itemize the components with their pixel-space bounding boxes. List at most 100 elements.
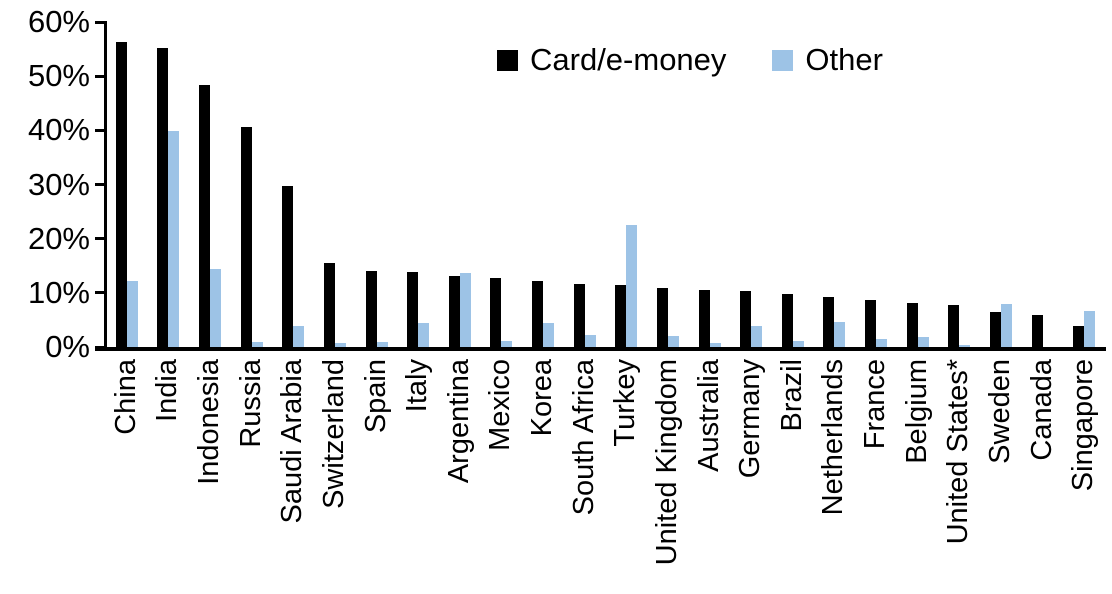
bar-card-e-money bbox=[157, 48, 169, 347]
y-axis-tick-label: 20% bbox=[27, 220, 90, 256]
x-axis-category-label: Canada bbox=[1025, 359, 1058, 461]
x-axis-category-label: France bbox=[859, 359, 892, 450]
bar-other bbox=[626, 225, 638, 347]
x-axis-label-cell: Switzerland bbox=[314, 359, 356, 594]
bar-other bbox=[917, 336, 929, 347]
bar-card-e-money bbox=[323, 262, 335, 347]
y-axis-tick-mark bbox=[95, 183, 105, 186]
y-axis-tick-label: 10% bbox=[27, 274, 90, 310]
bar-card-e-money bbox=[448, 275, 460, 347]
x-axis-label-cell: Saudi Arabia bbox=[273, 359, 315, 594]
y-axis-tick-mark bbox=[95, 128, 105, 132]
x-axis-category-label: Brazil bbox=[775, 359, 808, 432]
x-axis-category-label: Italy bbox=[401, 359, 434, 413]
y-axis-tick-label: 0% bbox=[45, 329, 90, 364]
x-axis-label-cell: Germany bbox=[730, 359, 772, 594]
bar-card-e-money bbox=[948, 304, 960, 347]
bar-group-mexico bbox=[481, 22, 523, 347]
y-axis-tick-label: 60% bbox=[27, 4, 90, 39]
bar-other bbox=[584, 335, 596, 347]
bar-group-france bbox=[855, 22, 897, 347]
x-axis-category-label: Singapore bbox=[1067, 359, 1100, 492]
x-axis-label-cell: Australia bbox=[689, 359, 731, 594]
bar-group-united-kingdom bbox=[647, 22, 689, 347]
x-axis-label-cell: Italy bbox=[397, 359, 439, 594]
bar-group-netherlands bbox=[814, 22, 856, 347]
bar-group-germany bbox=[730, 22, 772, 347]
x-axis-label-cell: India bbox=[148, 359, 190, 594]
x-axis-label-cell: Belgium bbox=[897, 359, 939, 594]
bar-other bbox=[418, 323, 430, 347]
bar-group-china bbox=[106, 22, 148, 347]
x-axis-category-label: Belgium bbox=[900, 359, 933, 464]
bar-other bbox=[210, 269, 222, 347]
x-axis-category-label: Mexico bbox=[484, 359, 517, 451]
x-axis-label-cell: Argentina bbox=[439, 359, 481, 594]
x-axis-label-cell: Turkey bbox=[606, 359, 648, 594]
bar-card-e-money bbox=[365, 270, 377, 347]
x-axis-label-cell: Korea bbox=[522, 359, 564, 594]
bar-group-korea bbox=[522, 22, 564, 347]
bar-card-e-money bbox=[656, 287, 668, 347]
x-axis-category-label: Switzerland bbox=[317, 359, 350, 509]
x-axis-label-cell: France bbox=[855, 359, 897, 594]
y-axis-tick-mark bbox=[95, 74, 105, 78]
x-axis-category-label: United Kingdom bbox=[650, 359, 683, 566]
x-axis-label-cell: Russia bbox=[231, 359, 273, 594]
bar-other bbox=[876, 339, 888, 347]
bar-card-e-money bbox=[199, 84, 211, 347]
bar-card-e-money bbox=[115, 41, 127, 347]
y-axis-tick-label: 30% bbox=[27, 166, 90, 202]
bar-other bbox=[501, 341, 513, 347]
x-axis-label-cell: South Africa bbox=[564, 359, 606, 594]
bar-card-e-money bbox=[865, 300, 877, 347]
x-axis-category-label: Indonesia bbox=[193, 359, 226, 485]
x-axis-category-labels: China India Indonesia Russia Saudi Arabia Swi… bbox=[106, 359, 1105, 594]
bar-other bbox=[959, 345, 971, 347]
y-axis-tick-mark bbox=[95, 237, 105, 241]
bar-group-canada bbox=[1022, 22, 1064, 347]
x-axis-label-cell: Singapore bbox=[1063, 359, 1105, 594]
x-axis-label-cell: Brazil bbox=[772, 359, 814, 594]
bar-other bbox=[667, 335, 679, 347]
y-axis-tick-mark bbox=[95, 291, 105, 295]
legend-swatch-icon bbox=[497, 49, 518, 71]
x-axis-category-label: Sweden bbox=[983, 359, 1016, 464]
x-axis-label-cell: United Kingdom bbox=[647, 359, 689, 594]
x-axis-label-cell: China bbox=[106, 359, 148, 594]
bar-group-switzerland bbox=[314, 22, 356, 347]
bar-card-e-money bbox=[781, 293, 793, 347]
x-axis-label-cell: Spain bbox=[356, 359, 398, 594]
x-axis-category-label: India bbox=[151, 359, 184, 422]
x-axis-label-cell: Canada bbox=[1022, 359, 1064, 594]
bar-group-spain bbox=[356, 22, 398, 347]
x-axis-category-label: Korea bbox=[526, 359, 559, 437]
bar-other bbox=[834, 321, 846, 347]
bar-card-e-money bbox=[698, 289, 710, 347]
bar-other bbox=[459, 272, 471, 347]
bar-card-e-money bbox=[1031, 315, 1043, 347]
bar-card-e-money bbox=[615, 284, 627, 347]
bar-card-e-money bbox=[573, 284, 585, 347]
bar-group-indonesia bbox=[189, 22, 231, 347]
bar-other bbox=[376, 342, 388, 347]
legend-swatch-icon bbox=[772, 49, 794, 71]
bar-card-e-money bbox=[823, 297, 835, 347]
bar-other bbox=[709, 342, 721, 347]
bar-group-south-africa bbox=[564, 22, 606, 347]
bar-group-turkey bbox=[606, 22, 648, 347]
bar-group-sweden bbox=[980, 22, 1022, 347]
bar-group-united-states bbox=[939, 22, 981, 347]
y-axis-tick-mark bbox=[95, 20, 105, 24]
x-axis-category-label: Argentina bbox=[442, 359, 475, 484]
x-axis-category-label: Turkey bbox=[609, 359, 642, 447]
legend-label: Card/e-money bbox=[530, 42, 727, 77]
bar-group-australia bbox=[689, 22, 731, 347]
y-axis-tick-label: 40% bbox=[27, 112, 90, 148]
chart-legend: Card/e-money Other bbox=[497, 42, 883, 78]
x-axis-category-label: United States* bbox=[942, 359, 975, 545]
bar-group-india bbox=[148, 22, 190, 347]
bar-other bbox=[751, 326, 763, 347]
bar-card-e-money bbox=[282, 185, 294, 347]
